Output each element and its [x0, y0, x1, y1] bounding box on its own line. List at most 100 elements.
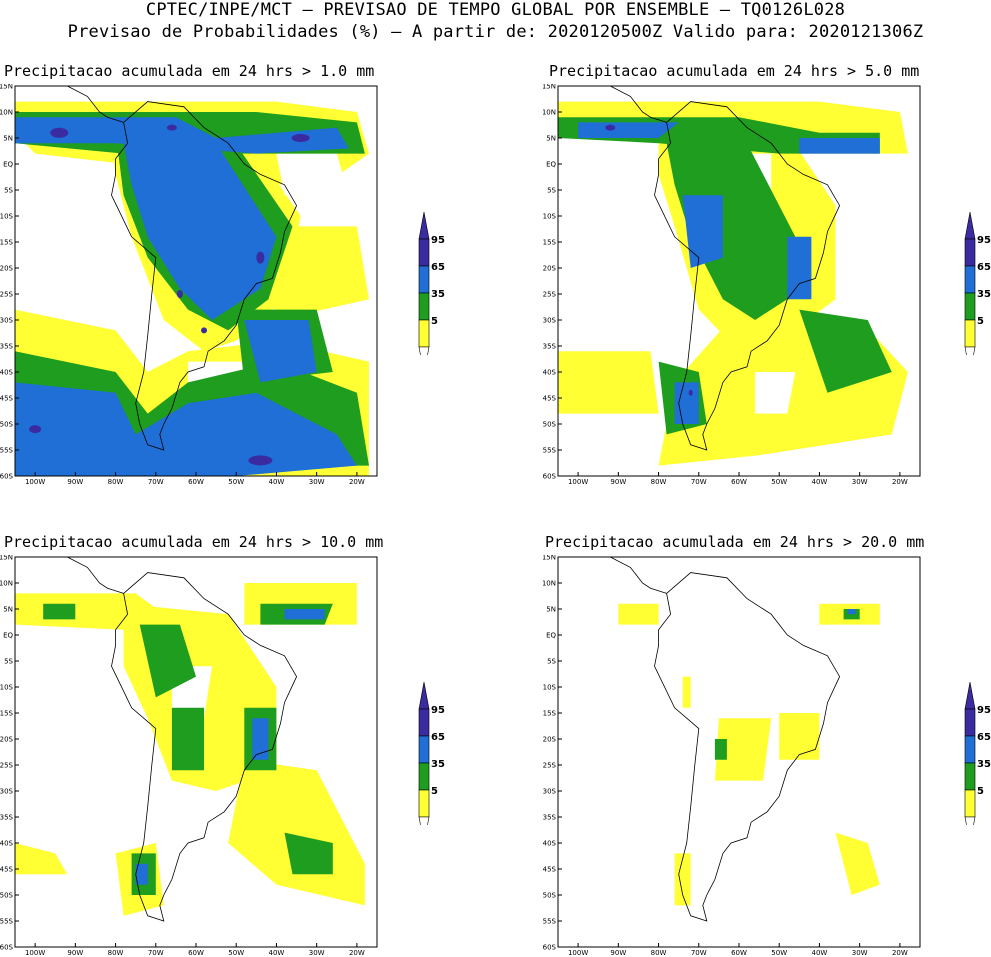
- colorbar-segment: [964, 265, 976, 294]
- map-panel-20mm: 15N 10N 5N EQ 5S 10S 15S 20S 25S 30S 35S 40S 45S 50S 5…: [543, 555, 923, 955]
- lat-tick-label: 60S: [0, 944, 14, 952]
- colorbar-segment: [418, 789, 430, 818]
- lon-tick-label: 90W: [67, 478, 83, 484]
- prob-shade-95: [256, 251, 265, 264]
- panel-title-20mm: Precipitacao acumulada em 24 hrs > 20.0 …: [545, 533, 925, 551]
- lon-tick-label: 100W: [25, 478, 45, 484]
- prob-shade-35: [666, 143, 804, 320]
- lat-tick-label: 10S: [543, 213, 557, 221]
- lon-tick-label: 60W: [731, 949, 747, 955]
- lon-tick-label: 20W: [349, 949, 365, 955]
- lat-tick-label: 10N: [543, 109, 556, 117]
- lon-tick-label: 50W: [228, 478, 244, 484]
- colorbar-label: 95: [977, 705, 991, 716]
- lat-tick-label: 45S: [543, 395, 557, 403]
- colorbar-label: 35: [431, 289, 445, 300]
- lon-tick-label: 70W: [148, 478, 164, 484]
- colorbar-panel-1mm: 95 65 35 5: [417, 210, 457, 375]
- lat-tick-label: 10S: [0, 684, 14, 692]
- lon-tick-label: 50W: [771, 478, 787, 484]
- prob-shade-65: [244, 320, 317, 383]
- lat-tick-label: 5S: [4, 658, 13, 666]
- lon-tick-label: 80W: [108, 949, 124, 955]
- lat-tick-label: 20S: [0, 265, 14, 273]
- lat-tick-label: 20S: [0, 736, 14, 744]
- prob-shade-95: [166, 124, 177, 131]
- map-panel-5mm: 15N 10N 5N EQ 5S 10S 15S 20S 25S 30S 35S 40S 45S 50S 5…: [543, 84, 923, 484]
- panel-title-1mm: Precipitacao acumulada em 24 hrs > 1.0 m…: [4, 62, 375, 80]
- prob-shade-5: [835, 832, 880, 895]
- lat-tick-label: 5N: [546, 135, 556, 143]
- colorbar-segment: [418, 238, 430, 267]
- prob-shade-65: [135, 863, 148, 885]
- prob-shade-65: [252, 718, 269, 760]
- lon-tick-label: 20W: [892, 478, 908, 484]
- colorbar-label: 65: [431, 262, 445, 273]
- lat-tick-label: 40S: [0, 840, 14, 848]
- lat-tick-label: 5N: [3, 606, 13, 614]
- lat-tick-label: 10N: [0, 109, 13, 117]
- lon-tick-label: 40W: [812, 949, 828, 955]
- prob-shade-95: [50, 127, 69, 138]
- colorbar-segment: [964, 708, 976, 737]
- lon-tick-label: 70W: [691, 949, 707, 955]
- lat-tick-label: 20S: [543, 736, 557, 744]
- coastline-central-america: [65, 557, 124, 594]
- coastline: [654, 572, 841, 922]
- lat-tick-label: EQ: [546, 632, 556, 640]
- lat-tick-label: 50S: [0, 892, 14, 900]
- colorbar-label: 35: [977, 759, 991, 770]
- colorbar-label: 5: [431, 786, 438, 797]
- colorbar-label: 35: [431, 759, 445, 770]
- lat-tick-label: 55S: [0, 447, 14, 455]
- lat-tick-label: 5N: [546, 606, 556, 614]
- lat-tick-label: 45S: [0, 866, 14, 874]
- lon-tick-label: 30W: [309, 478, 325, 484]
- prob-shade-65: [15, 117, 349, 154]
- lon-tick-label: 30W: [852, 478, 868, 484]
- lon-tick-label: 40W: [812, 478, 828, 484]
- colorbar-top-arrow: [964, 681, 976, 710]
- lat-tick-label: 35S: [0, 343, 14, 351]
- lat-tick-label: 10N: [543, 580, 556, 588]
- lat-tick-label: 40S: [0, 369, 14, 377]
- prob-shade-95: [248, 455, 273, 466]
- colorbar-segment: [964, 319, 976, 348]
- lon-tick-label: 90W: [610, 949, 626, 955]
- lat-tick-label: 35S: [543, 814, 557, 822]
- lon-tick-label: 90W: [67, 949, 83, 955]
- lat-tick-label: 30S: [0, 317, 14, 325]
- prob-shade-5: [779, 713, 820, 760]
- colorbar-label: 95: [431, 705, 445, 716]
- colorbar-segment: [964, 292, 976, 321]
- prob-shade-35: [171, 707, 204, 771]
- lat-tick-label: 60S: [543, 473, 557, 481]
- prob-shade-35: [714, 739, 727, 760]
- lon-tick-label: 20W: [349, 478, 365, 484]
- lat-tick-label: 10N: [0, 580, 13, 588]
- lat-tick-label: 30S: [543, 317, 557, 325]
- prob-shade-65: [15, 382, 357, 476]
- colorbar-segment: [964, 238, 976, 267]
- colorbar-bottom-arrow: [418, 346, 430, 375]
- lat-tick-label: 10S: [0, 213, 14, 221]
- lat-tick-label: 20S: [543, 265, 557, 273]
- lat-tick-label: 25S: [0, 762, 14, 770]
- lon-tick-label: 100W: [568, 949, 588, 955]
- lon-tick-label: 70W: [691, 478, 707, 484]
- lon-tick-label: 80W: [651, 478, 667, 484]
- lon-tick-label: 60W: [188, 949, 204, 955]
- lat-tick-label: 25S: [0, 291, 14, 299]
- prob-shade-95: [176, 290, 183, 298]
- lat-tick-label: 30S: [0, 788, 14, 796]
- lon-tick-label: 80W: [108, 478, 124, 484]
- colorbar-segment: [418, 265, 430, 294]
- prob-shade-5: [674, 853, 691, 906]
- lon-tick-label: 30W: [852, 949, 868, 955]
- lat-tick-label: 45S: [543, 866, 557, 874]
- lat-tick-label: 15N: [0, 555, 13, 562]
- coastline-central-america: [608, 86, 667, 123]
- prob-shade-35: [139, 624, 196, 698]
- lat-tick-label: 15S: [543, 239, 557, 247]
- lon-tick-label: 40W: [269, 949, 285, 955]
